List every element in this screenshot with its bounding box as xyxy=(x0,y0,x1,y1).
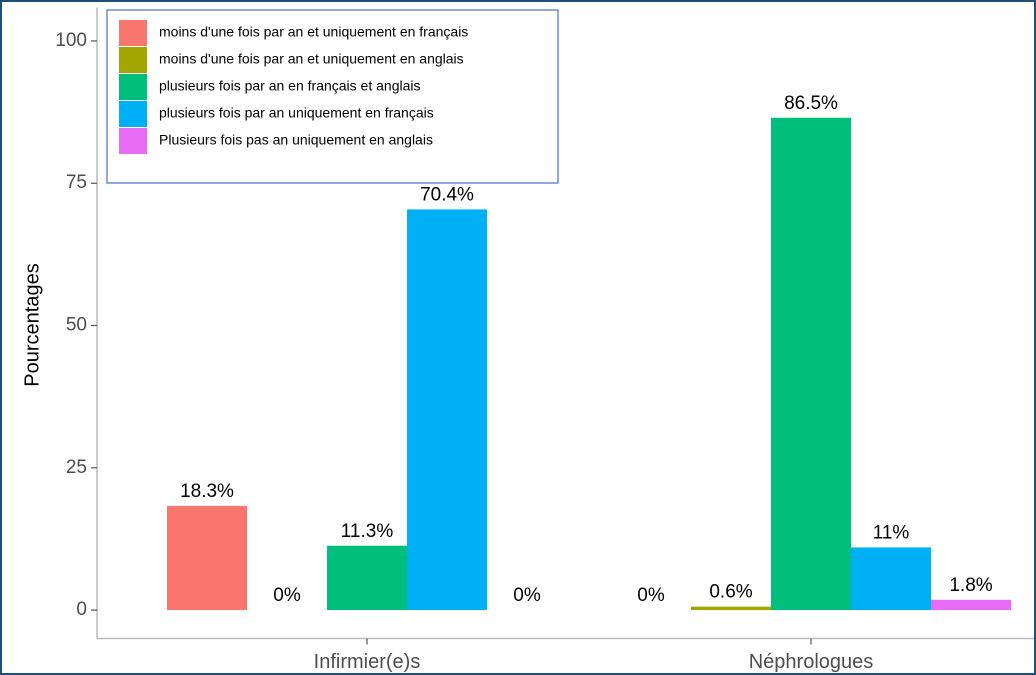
value-label: 11% xyxy=(873,522,910,543)
y-tick-label: 100 xyxy=(55,30,87,51)
y-tick-label: 0 xyxy=(76,599,87,620)
value-label: 86.5% xyxy=(784,93,838,114)
y-axis-label: Pourcentages xyxy=(21,263,43,386)
legend-label: moins d'une fois par an et uniquement en… xyxy=(159,51,464,67)
y-tick-label: 50 xyxy=(66,315,87,336)
x-tick-label: Néphrologues xyxy=(749,651,874,673)
bar xyxy=(931,599,1011,611)
value-label: 0.6% xyxy=(709,582,752,603)
value-label: 18.3% xyxy=(180,481,234,502)
legend-swatch xyxy=(119,101,147,127)
legend-label: plusieurs fois par an en français et ang… xyxy=(159,78,420,94)
legend-box xyxy=(106,9,559,184)
legend-label: plusieurs fois par an uniquement en fran… xyxy=(159,105,434,121)
legend-label: moins d'une fois par an et uniquement en… xyxy=(159,24,468,40)
y-tick-label: 25 xyxy=(66,457,87,478)
bar xyxy=(771,117,851,611)
y-tick-label: 75 xyxy=(66,172,87,193)
bar xyxy=(691,606,771,611)
legend-swatch xyxy=(119,74,147,100)
value-label: 1.8% xyxy=(949,575,992,596)
value-label: 70.4% xyxy=(420,184,474,205)
bar xyxy=(407,209,487,611)
value-label: 0% xyxy=(637,585,665,606)
value-label: 0% xyxy=(513,585,541,606)
legend-swatch xyxy=(119,128,147,154)
value-label: 11.3% xyxy=(341,521,394,542)
legend-swatch xyxy=(119,47,147,73)
legend-label: Plusieurs fois pas an uniquement en angl… xyxy=(159,132,433,148)
bar xyxy=(327,545,407,611)
x-tick-label: Infirmier(e)s xyxy=(314,651,421,673)
bar xyxy=(167,505,247,611)
bar xyxy=(851,547,931,611)
legend-swatch xyxy=(119,20,147,46)
value-label: 0% xyxy=(273,585,301,606)
